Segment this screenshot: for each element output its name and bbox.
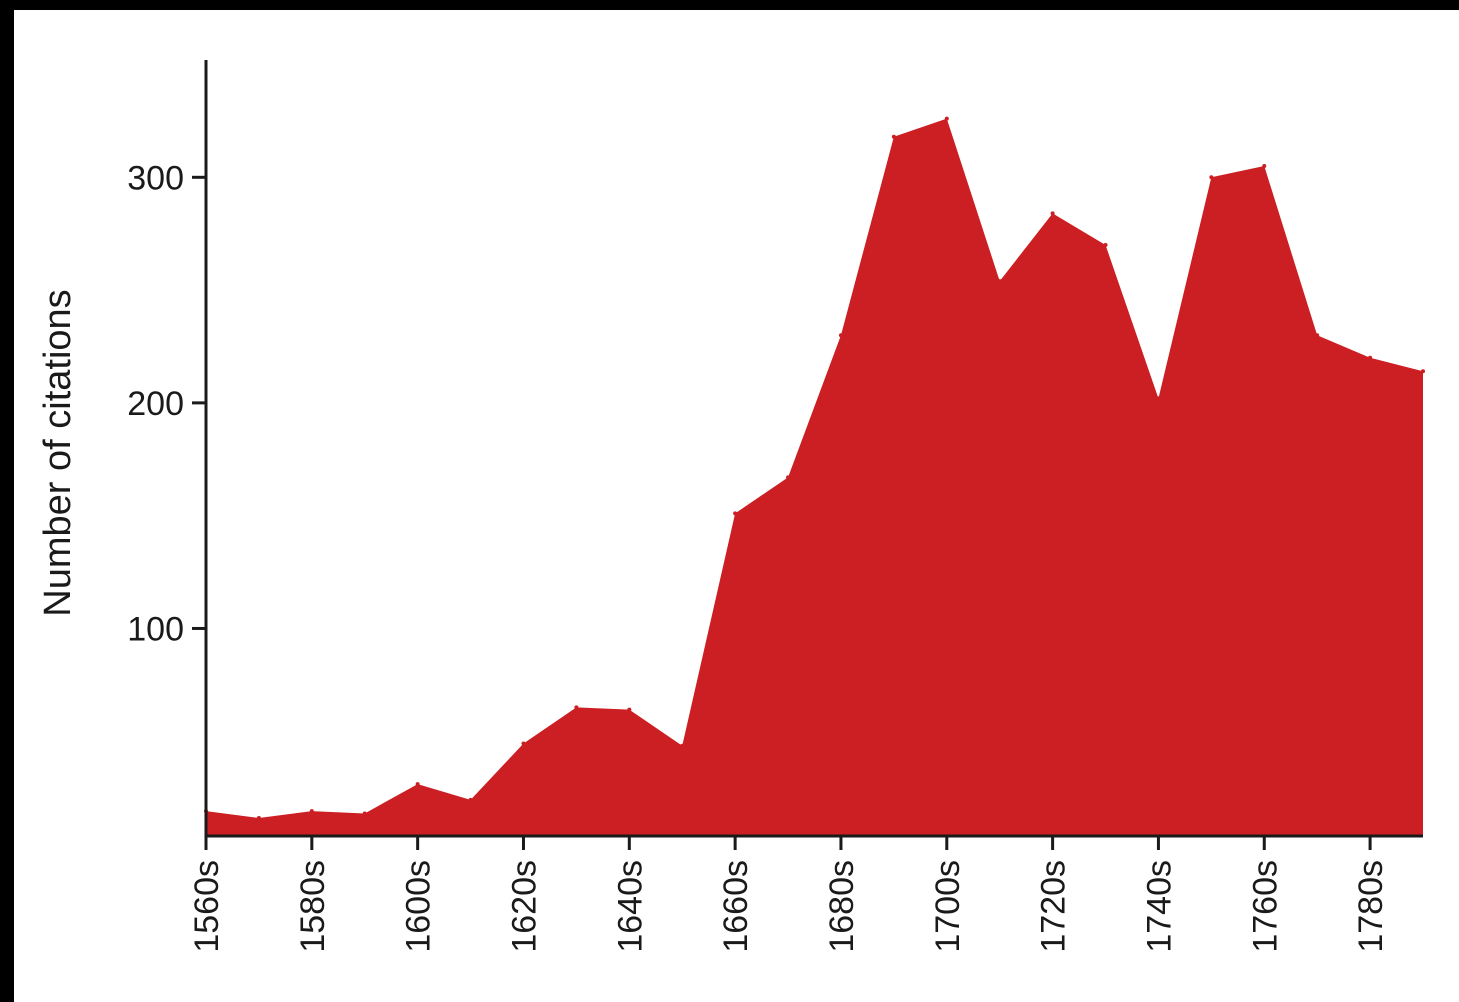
data-point-1710s (997, 279, 1002, 284)
data-point-1610s (468, 797, 473, 802)
chart-panel: 100 200 300 1560s 1580s 1600s 1620s 1640s 1660s… (14, 10, 1459, 1002)
x-tick-label-1580s: 1580s (294, 860, 332, 953)
x-tick-label-1600s: 1600s (400, 860, 438, 953)
data-point-1670s (786, 475, 791, 480)
data-point-1780s (1368, 355, 1373, 360)
x-tick-label-1620s: 1620s (505, 860, 543, 953)
data-point-1590s (362, 811, 367, 816)
x-tick-label-1780s: 1780s (1352, 860, 1390, 953)
area-chart: 100 200 300 1560s 1580s 1600s 1620s 1640s 1660s… (37, 60, 1425, 953)
data-point-1660s (733, 511, 738, 516)
x-tick-label-1660s: 1660s (717, 860, 755, 953)
x-tick-label-1760s: 1760s (1246, 860, 1284, 953)
data-point-1620s (521, 741, 526, 746)
data-point-1720s (1050, 211, 1055, 216)
data-point-1730s (1103, 242, 1108, 247)
data-point-1570s (256, 815, 261, 820)
x-ticks: 1560s 1580s 1600s 1620s 1640s 1660s 1680s 1700s… (188, 836, 1390, 953)
data-point-1690s (891, 134, 896, 139)
x-tick-label-1720s: 1720s (1035, 860, 1073, 953)
data-point-1580s (309, 809, 314, 814)
y-axis-title: Number of citations (37, 289, 79, 616)
data-point-1760s (1262, 164, 1267, 169)
data-point-1790s (1421, 369, 1425, 374)
series-area (206, 118, 1423, 836)
data-point-1630s (574, 705, 579, 710)
data-point-1680s (838, 333, 843, 338)
data-point-1740s (1156, 396, 1161, 401)
data-point-1750s (1209, 175, 1214, 180)
x-tick-label-1640s: 1640s (611, 860, 649, 953)
x-tick-label-1680s: 1680s (823, 860, 861, 953)
y-tick-label-300: 300 (127, 159, 184, 197)
data-point-1600s (415, 782, 420, 787)
data-point-1650s (680, 743, 685, 748)
x-tick-label-1700s: 1700s (929, 860, 967, 953)
y-ticks: 100 200 300 (127, 159, 206, 648)
area-layer (204, 116, 1425, 836)
x-tick-label-1740s: 1740s (1140, 860, 1178, 953)
x-tick-label-1560s: 1560s (188, 860, 226, 953)
y-tick-label-100: 100 (127, 610, 184, 648)
data-point-1700s (944, 116, 949, 121)
data-point-1770s (1315, 333, 1320, 338)
y-tick-label-200: 200 (127, 385, 184, 423)
data-point-1640s (627, 707, 632, 712)
axis-layer (204, 60, 1423, 838)
